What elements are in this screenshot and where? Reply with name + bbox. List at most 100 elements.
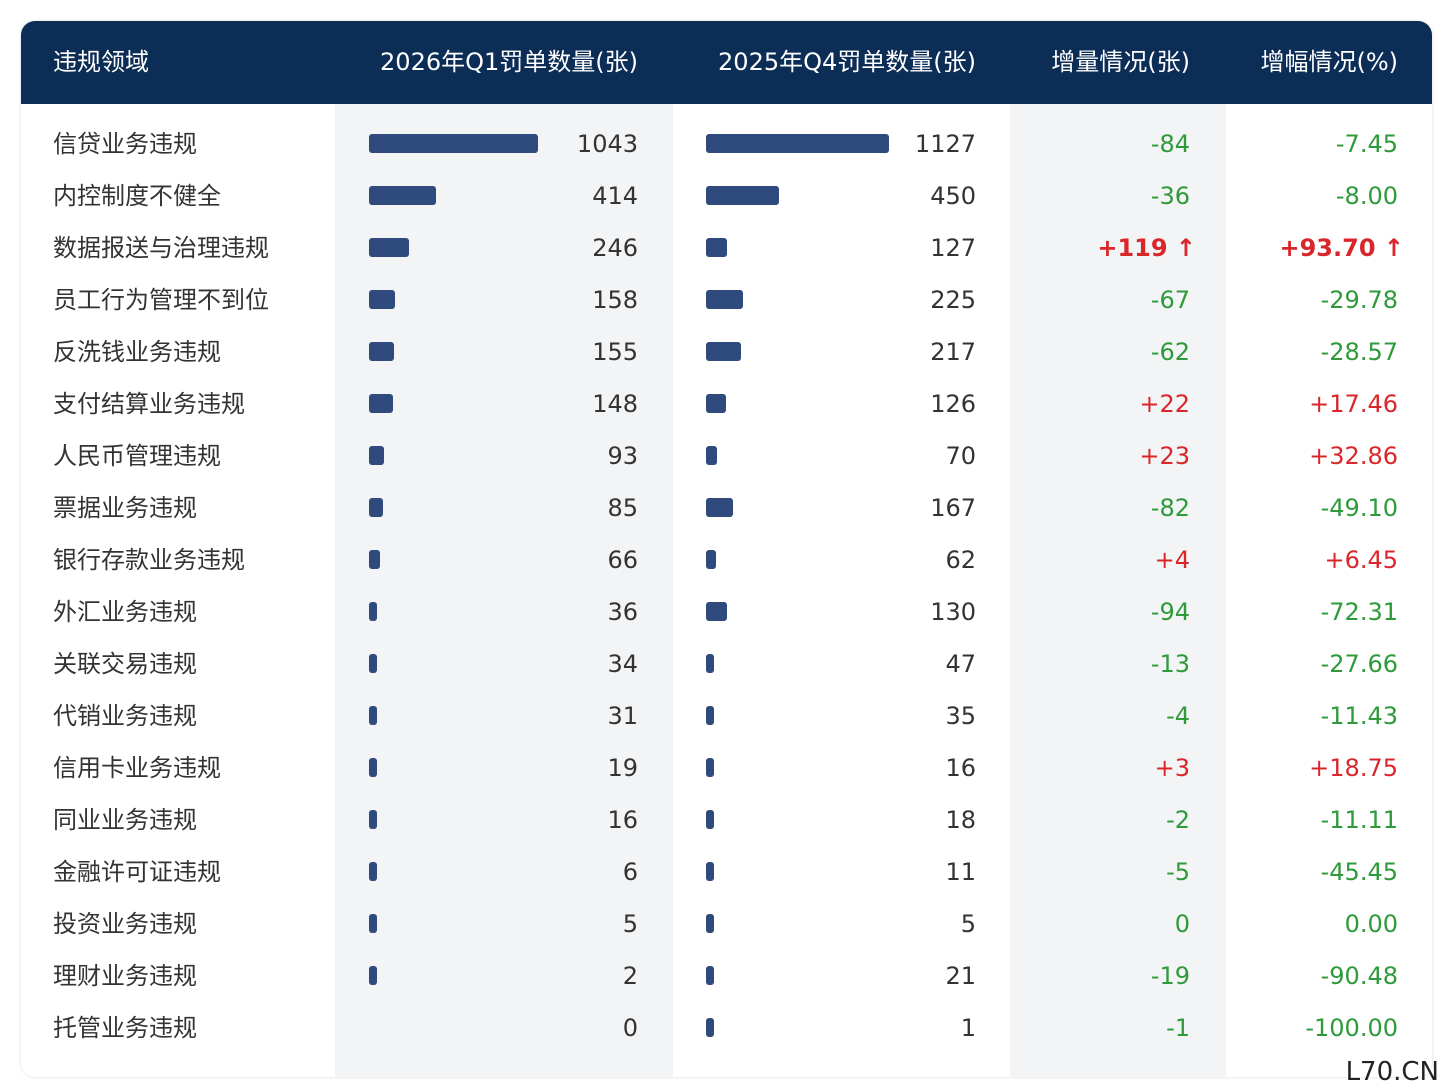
count: 5 <box>622 910 638 938</box>
table-header: 违规领域 2026年Q1罚单数量(张) 2025年Q4罚单数量(张) 增量情况(张) 增… <box>21 21 1432 104</box>
change: -62 <box>1150 338 1190 366</box>
bar <box>706 966 714 985</box>
category: 数据报送与治理违规 <box>53 234 269 262</box>
change: -100.00 <box>1305 1014 1398 1042</box>
bar <box>706 446 718 465</box>
table-card: 违规领域 2026年Q1罚单数量(张) 2025年Q4罚单数量(张) 增量情况(张) 增… <box>21 21 1432 1077</box>
column-shade <box>335 104 673 1077</box>
count: 1043 <box>576 130 638 158</box>
bar <box>706 134 889 153</box>
bar <box>369 550 380 569</box>
count: 19 <box>607 754 638 782</box>
count: 126 <box>930 390 976 418</box>
count: 148 <box>592 390 638 418</box>
count: 167 <box>930 494 976 522</box>
category: 员工行为管理不到位 <box>53 286 269 314</box>
bar <box>369 966 377 985</box>
bar <box>369 186 437 205</box>
bar <box>706 602 728 621</box>
change: +4 <box>1154 546 1190 574</box>
category: 同业业务违规 <box>53 806 197 834</box>
count: 18 <box>945 806 976 834</box>
category: 外汇业务违规 <box>53 598 197 626</box>
change: +119 ↑ <box>1097 234 1196 262</box>
change: -1 <box>1166 1014 1190 1042</box>
category: 支付结算业务违规 <box>53 390 245 418</box>
category: 金融许可证违规 <box>53 858 221 886</box>
bar <box>706 498 734 517</box>
bar <box>369 134 539 153</box>
count: 16 <box>607 806 638 834</box>
column-shade <box>1010 104 1226 1077</box>
bar <box>706 290 743 309</box>
bar <box>706 342 742 361</box>
count: 21 <box>945 962 976 990</box>
change: 0.00 <box>1344 910 1398 938</box>
change: 0 <box>1174 910 1190 938</box>
count: 35 <box>945 702 976 730</box>
bar <box>706 394 727 413</box>
count: 1127 <box>914 130 976 158</box>
change: -11.11 <box>1320 806 1398 834</box>
change: +23 <box>1139 442 1190 470</box>
bar <box>369 446 385 465</box>
bar <box>369 602 377 621</box>
count: 450 <box>930 182 976 210</box>
bar <box>706 706 714 725</box>
category: 信用卡业务违规 <box>53 754 221 782</box>
change: +6.45 <box>1324 546 1398 574</box>
count: 5 <box>960 910 976 938</box>
change: -84 <box>1150 130 1190 158</box>
count: 155 <box>592 338 638 366</box>
header-cell: 增幅情况(%) <box>1260 48 1398 76</box>
bar <box>369 706 377 725</box>
category: 内控制度不健全 <box>53 182 221 210</box>
bar <box>369 914 377 933</box>
change: +32.86 <box>1309 442 1398 470</box>
count: 47 <box>945 650 976 678</box>
category: 代销业务违规 <box>53 702 197 730</box>
change: -28.57 <box>1320 338 1398 366</box>
count: 127 <box>930 234 976 262</box>
change: +93.70 ↑ <box>1279 234 1405 262</box>
count: 70 <box>945 442 976 470</box>
category: 投资业务违规 <box>53 910 197 938</box>
count: 93 <box>607 442 638 470</box>
bar <box>369 498 383 517</box>
count: 225 <box>930 286 976 314</box>
change: -36 <box>1150 182 1190 210</box>
bar <box>706 862 714 881</box>
count: 6 <box>622 858 638 886</box>
change: -29.78 <box>1320 286 1398 314</box>
bar <box>706 1018 714 1037</box>
bar <box>706 758 714 777</box>
change: -2 <box>1166 806 1190 834</box>
bar <box>706 810 714 829</box>
bar <box>369 862 377 881</box>
change: -7.45 <box>1335 130 1398 158</box>
count: 66 <box>607 546 638 574</box>
bar <box>369 238 409 257</box>
count: 0 <box>622 1014 638 1042</box>
change: -49.10 <box>1320 494 1398 522</box>
bar <box>706 186 780 205</box>
category: 银行存款业务违规 <box>53 546 245 574</box>
count: 16 <box>945 754 976 782</box>
change: -11.43 <box>1320 702 1398 730</box>
count: 158 <box>592 286 638 314</box>
header-cell: 2026年Q1罚单数量(张) <box>380 48 638 76</box>
count: 217 <box>930 338 976 366</box>
count: 414 <box>592 182 638 210</box>
count: 62 <box>945 546 976 574</box>
bar <box>706 654 714 673</box>
change: -72.31 <box>1320 598 1398 626</box>
bar <box>369 290 395 309</box>
category: 人民币管理违规 <box>53 442 221 470</box>
count: 34 <box>607 650 638 678</box>
change: -90.48 <box>1320 962 1398 990</box>
bar <box>369 810 377 829</box>
count: 85 <box>607 494 638 522</box>
category: 托管业务违规 <box>53 1014 197 1042</box>
watermark: L70.CN <box>1345 1057 1439 1087</box>
change: -27.66 <box>1320 650 1398 678</box>
